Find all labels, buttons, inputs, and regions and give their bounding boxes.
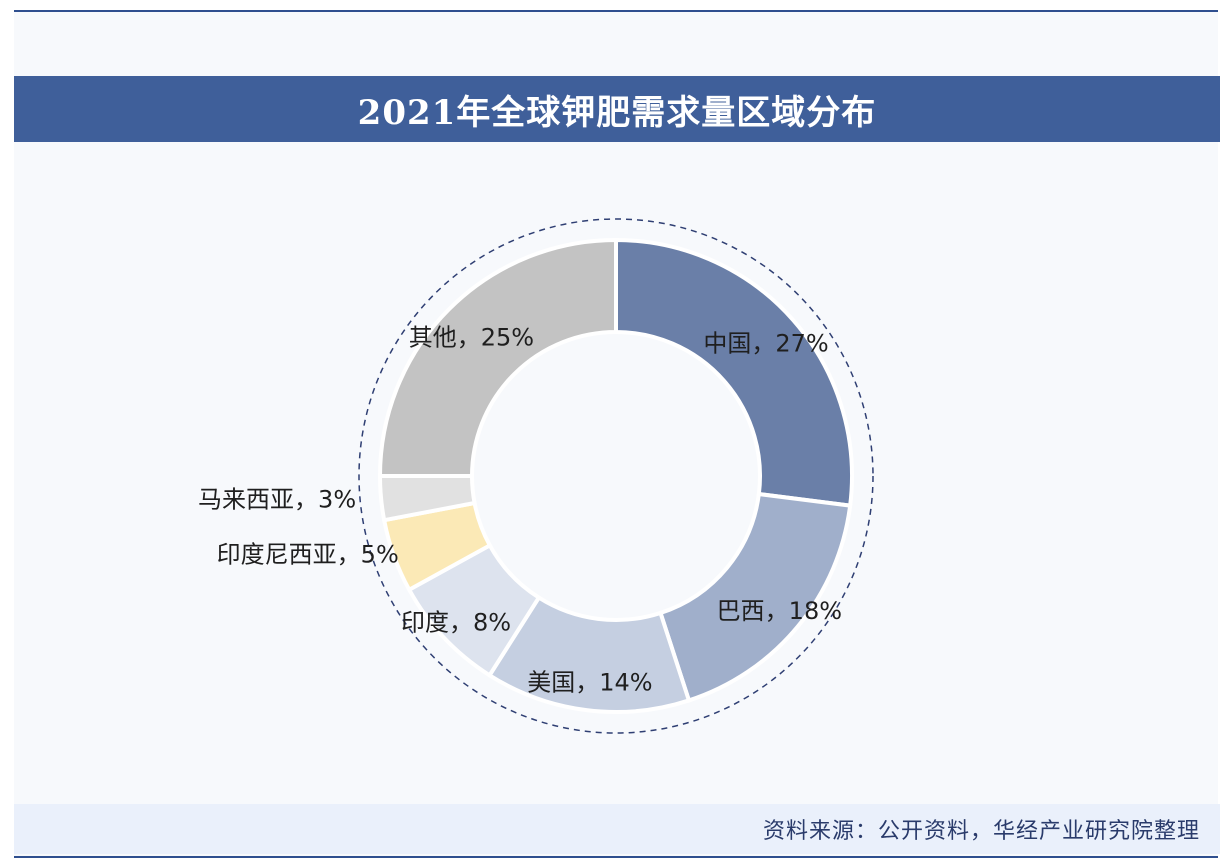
- slice-label-6: 其他，25%: [409, 323, 534, 351]
- slice-label-0: 中国，27%: [703, 330, 828, 358]
- source-note: 资料来源：公开资料，华经产业研究院整理: [762, 819, 1200, 844]
- slice-label-2: 美国，14%: [527, 668, 652, 696]
- footer: 资料来源：公开资料，华经产业研究院整理: [14, 804, 1220, 854]
- donut-slice-0: [614, 237, 854, 508]
- slice-label-1: 巴西，18%: [717, 597, 842, 625]
- dashed-outline-ring: [358, 218, 874, 734]
- slice-label-3: 印度，8%: [401, 608, 511, 636]
- chart-frame: [14, 10, 1218, 858]
- title-bar: 2021年全球钾肥需求量区域分布: [14, 76, 1220, 142]
- slice-label-5: 马来西亚，3%: [198, 485, 356, 513]
- donut-chart: 中国，27% 巴西，18% 美国，14% 印度，8% 印度尼西亚，5% 马来西亚，3% 其他…: [198, 218, 874, 734]
- slice-label-4: 印度尼西亚，5%: [217, 541, 399, 569]
- donut-slice-6: [377, 237, 618, 478]
- chart-title: 2021年全球钾肥需求量区域分布: [357, 92, 877, 133]
- chart-area: 中国，27% 巴西，18% 美国，14% 印度，8% 印度尼西亚，5% 马来西亚，3% 其他…: [14, 150, 1220, 790]
